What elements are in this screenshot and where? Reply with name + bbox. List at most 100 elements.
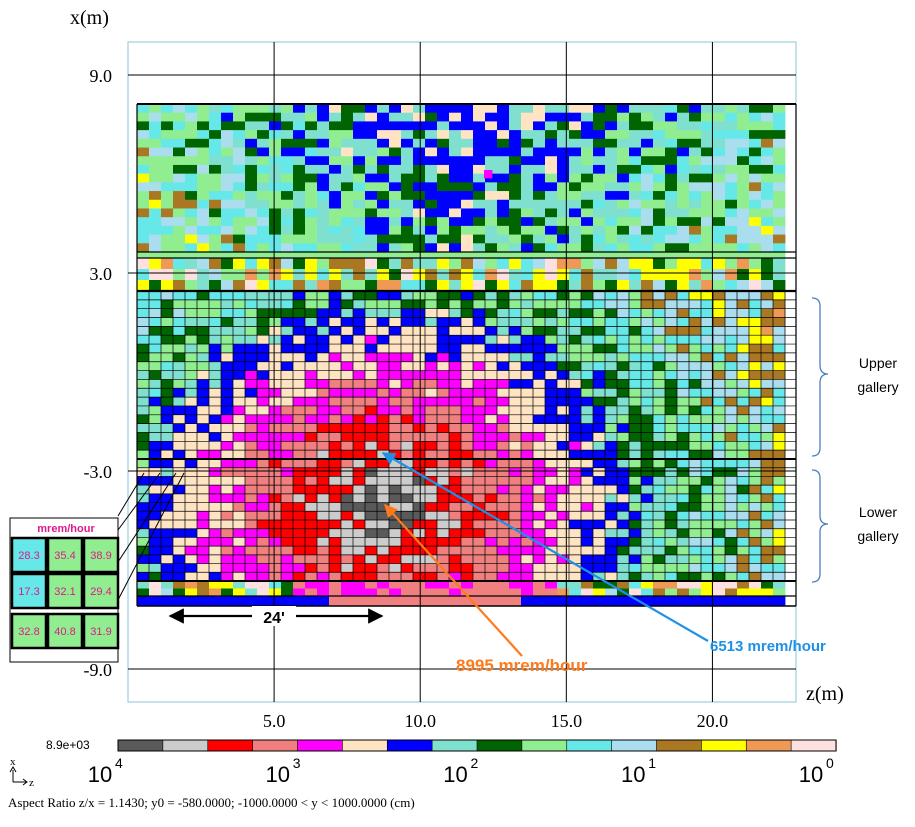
dose-cell [269,156,282,166]
dose-cell [581,308,594,318]
dose-cell [197,588,210,597]
dose-cell [521,173,534,183]
dose-cell [437,208,450,218]
dose-cell [317,379,330,389]
dose-cell [605,182,618,192]
dose-cell [761,493,774,503]
dose-cell [653,234,666,244]
dose-cell [593,308,606,318]
dose-cell [725,502,738,512]
dose-cell [641,361,654,371]
dose-cell [233,258,246,270]
dose-cell [593,423,606,433]
dose-cell [593,225,606,235]
dose-cell [365,299,378,310]
dose-cell [749,182,762,192]
dose-cell [197,520,210,530]
dose-cell [677,370,690,380]
dose-cell [557,269,570,281]
dose-cell [761,199,774,209]
dose-cell [497,191,510,201]
dose-cell [341,423,354,433]
dose-cell [173,485,186,495]
dose-cell [533,537,546,547]
dose-cell [641,450,654,460]
dose-cell [713,563,726,573]
dose-cell [737,511,750,521]
dose-cell [305,520,318,530]
dose-cell [533,423,546,433]
dose-cell [533,335,546,345]
dose-cell [269,147,282,157]
dose-cell [605,588,618,597]
dose-cell [413,164,426,175]
dose-cell [161,308,174,318]
dose-cell [773,326,786,336]
colorbar-tick-exponent: 3 [293,755,301,771]
dose-cell [389,441,402,451]
dose-cell [713,191,726,201]
dose-cell [665,234,678,244]
dose-cell [185,252,198,259]
dose-cell [221,326,234,336]
dose-cell [293,156,306,166]
dose-cell [617,388,630,398]
dose-cell [641,379,654,389]
dose-cell [713,225,726,235]
dose-cell [557,352,570,363]
dose-cell [533,581,546,589]
dose-cell [725,485,738,495]
dose-cell [677,596,690,607]
dose-cell [173,182,186,192]
dose-cell [593,138,606,148]
dose-cell [293,441,306,451]
dose-cell [569,493,582,503]
x-tick-label: 20.0 [697,711,729,731]
dose-cell [149,208,162,218]
dose-cell [593,317,606,327]
dose-cell [185,596,198,607]
dose-cell [497,450,510,460]
dose-cell [677,156,690,166]
dose-cell [461,432,474,442]
dose-cell [425,217,438,227]
dose-cell [497,537,510,547]
dose-cell [749,199,762,209]
dose-cell [629,182,642,192]
dose-cell [761,554,774,564]
dose-cell [137,432,150,442]
dose-cell [317,405,330,416]
dose-cell [221,511,234,521]
dose-cell [689,121,702,131]
dose-cell [461,467,474,477]
dose-cell [569,138,582,148]
dose-cell [473,147,486,157]
dose-cell [773,234,786,244]
dose-cell [749,511,762,521]
dose-cell [473,234,486,244]
dose-cell [281,217,294,227]
dose-cell [521,397,534,407]
dose-cell [557,370,570,380]
dose-cell [677,588,690,597]
dose-cell [713,104,726,114]
dose-cell [605,243,618,253]
dose-cell [149,164,162,175]
dose-cell [569,182,582,192]
dose-cell [377,414,390,425]
dose-cell [473,572,486,582]
dose-cell [629,138,642,148]
dose-cell [521,467,534,477]
dose-cell [305,502,318,512]
dose-cell [725,554,738,564]
dose-cell [233,441,246,451]
dose-cell [425,308,438,318]
dose-cell [353,234,366,244]
dose-cell [557,234,570,244]
dose-cell [437,258,450,270]
dose-cell [653,554,666,564]
dose-cell [485,502,498,512]
dose-cell [641,344,654,354]
dose-cell [629,520,642,530]
dose-cell [605,299,618,310]
